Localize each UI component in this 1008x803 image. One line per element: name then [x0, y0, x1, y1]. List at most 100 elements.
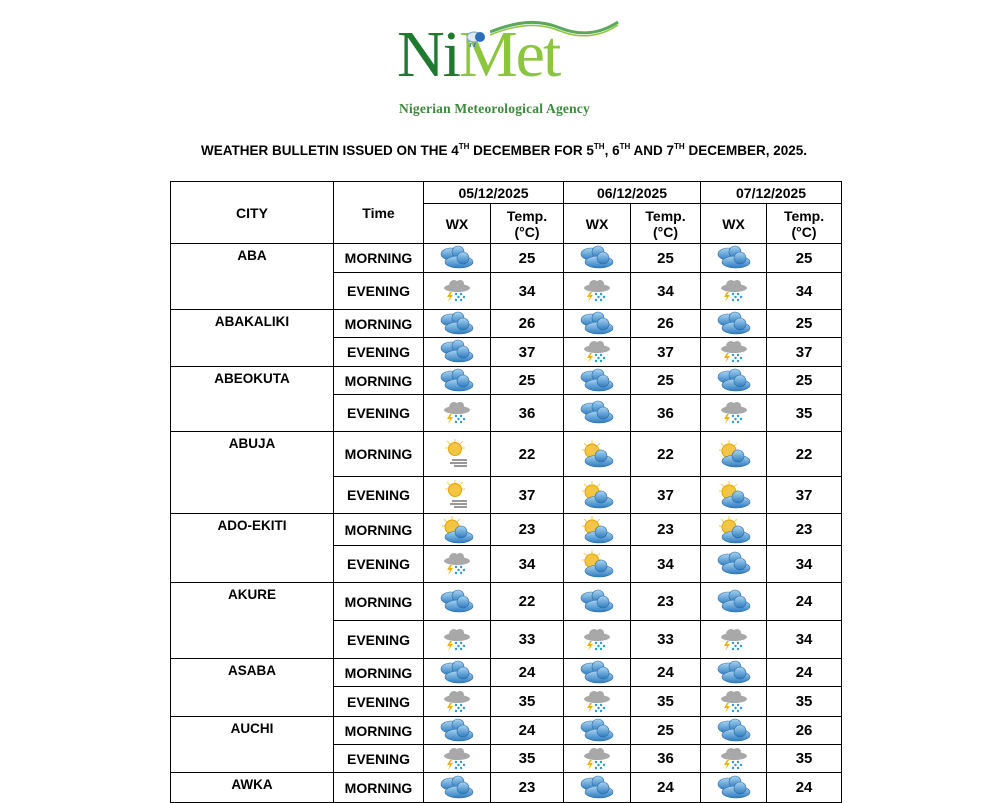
temperature-value: 34 — [489, 545, 565, 583]
thunderstorm-icon — [424, 746, 490, 772]
temperature-value: 23 — [630, 513, 702, 546]
time-of-day: MORNING — [333, 658, 424, 687]
temperature-value: 25 — [630, 366, 702, 395]
thunderstorm-icon — [424, 400, 490, 426]
temperature-value: 37 — [489, 476, 565, 514]
thunderstorm-icon — [424, 278, 490, 304]
temp-header: Temp. (°C) — [489, 203, 565, 244]
thunderstorm-icon — [701, 400, 766, 426]
city-name: AWKA — [170, 772, 334, 803]
logo-ni: Ni — [397, 18, 461, 91]
table-row: EVENING 36 36 35 — [171, 394, 843, 432]
temperature-value: 37 — [630, 476, 702, 514]
temperature-value: 34 — [766, 272, 843, 310]
cloudy-icon — [701, 589, 766, 615]
temperature-value: 26 — [630, 309, 702, 338]
weather-cell — [700, 366, 768, 395]
temperature-value: 24 — [766, 582, 843, 621]
weather-cell — [423, 431, 491, 477]
weather-cell — [563, 394, 632, 432]
date-header: 05/12/2025 — [422, 181, 565, 204]
partly-cloudy-icon — [564, 439, 630, 469]
weather-cell — [563, 243, 632, 273]
time-of-day: MORNING — [333, 431, 424, 477]
title-superscript: TH — [619, 142, 631, 151]
temperature-value: 24 — [630, 658, 702, 687]
thunderstorm-icon — [701, 339, 766, 365]
temperature-value: 24 — [489, 658, 565, 687]
time-of-day: EVENING — [333, 394, 424, 432]
weather-cell — [563, 431, 632, 477]
title-text: DECEMBER FOR 5 — [469, 143, 594, 158]
weather-cell — [423, 772, 491, 803]
temperature-value: 35 — [766, 394, 843, 432]
weather-cell — [563, 716, 632, 745]
title-text: , 6 — [604, 143, 620, 158]
table-row: EVENING 35 36 35 — [171, 744, 843, 773]
thunderstorm-icon — [564, 746, 630, 772]
temperature-value: 33 — [630, 620, 702, 659]
cloudy-icon — [564, 718, 630, 744]
cloudy-icon — [424, 775, 490, 801]
table-row: EVENING 37 37 37 — [171, 337, 843, 367]
thunderstorm-icon — [701, 689, 766, 715]
temperature-value: 35 — [766, 744, 843, 773]
weather-cell — [563, 366, 632, 395]
weather-cell — [563, 620, 632, 659]
table-row: ABA MORNING 25 25 25 — [170, 243, 843, 310]
date-header: 07/12/2025 — [700, 181, 843, 204]
wx-header: WX — [423, 203, 491, 244]
city-name: AUCHI — [170, 716, 334, 773]
cloudy-icon — [701, 775, 766, 801]
table-row: EVENING 35 35 35 — [171, 686, 843, 717]
time-of-day: EVENING — [333, 272, 424, 310]
table-row: EVENING 37 37 37 — [171, 476, 843, 514]
weather-cell — [423, 716, 491, 745]
temperature-value: 25 — [766, 366, 843, 395]
city-name: ABUJA — [170, 431, 334, 514]
temperature-value: 36 — [630, 744, 702, 773]
time-header: Time — [333, 181, 424, 244]
temperature-value: 23 — [766, 513, 843, 546]
partly-cloudy-icon — [564, 515, 630, 545]
weather-cell — [700, 476, 768, 514]
temperature-value: 34 — [630, 272, 702, 310]
temperature-value: 36 — [630, 394, 702, 432]
temperature-value: 22 — [630, 431, 702, 477]
cloudy-icon — [701, 551, 766, 577]
wx-header: WX — [700, 203, 768, 244]
time-of-day: EVENING — [333, 686, 424, 717]
thunderstorm-icon — [424, 627, 490, 653]
weather-cell — [700, 658, 768, 687]
partly-cloudy-icon — [701, 480, 766, 510]
logo-met: Met — [459, 18, 561, 91]
logo-subtitle: Nigerian Meteorological Agency — [399, 101, 590, 116]
partly-cloudy-icon — [701, 515, 766, 545]
partly-cloudy-icon — [424, 515, 490, 545]
thunderstorm-icon — [701, 278, 766, 304]
weather-cell — [700, 744, 768, 773]
thunderstorm-icon — [701, 746, 766, 772]
cloudy-icon — [564, 660, 630, 686]
table-row: EVENING 34 34 34 — [171, 545, 843, 583]
time-of-day: EVENING — [333, 545, 424, 583]
weather-cell — [423, 366, 491, 395]
thunderstorm-icon — [564, 689, 630, 715]
cloudy-icon — [424, 589, 490, 615]
temperature-value: 22 — [489, 431, 565, 477]
wx-header: WX — [563, 203, 632, 244]
weather-cell — [423, 620, 491, 659]
temperature-value: 37 — [489, 337, 565, 367]
weather-cell — [700, 272, 768, 310]
weather-cell — [423, 513, 491, 546]
temperature-value: 25 — [489, 366, 565, 395]
temperature-value: 26 — [766, 716, 843, 745]
nimet-logo: NiMet Nigerian Meteorological Agency — [395, 18, 620, 120]
weather-cell — [423, 686, 491, 717]
title-superscript: TH — [458, 142, 470, 151]
wave-graphic — [490, 20, 619, 37]
cloudy-icon — [424, 311, 490, 337]
cloudy-icon — [564, 775, 630, 801]
temperature-value: 34 — [489, 272, 565, 310]
weather-cell — [423, 243, 491, 273]
